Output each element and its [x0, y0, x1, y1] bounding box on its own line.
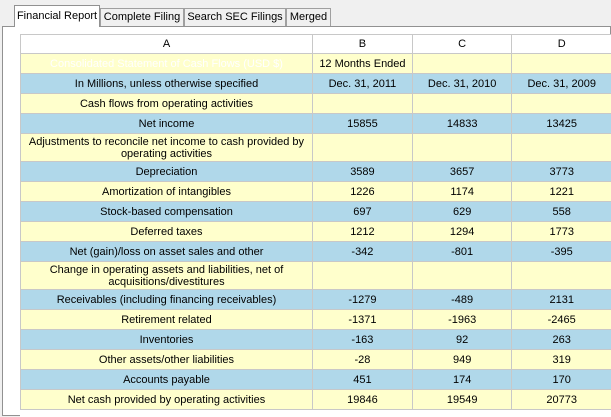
row-label-cell[interactable]: Net cash provided by operating activitie…: [21, 390, 313, 410]
value-cell[interactable]: 12 Months Ended: [312, 54, 412, 74]
value-cell[interactable]: -489: [412, 290, 512, 310]
value-cell[interactable]: 949: [412, 350, 512, 370]
value-cell[interactable]: 2131: [512, 290, 611, 310]
value-cell[interactable]: 319: [512, 350, 611, 370]
value-cell[interactable]: 19846: [312, 390, 412, 410]
value-cell[interactable]: -2465: [512, 310, 611, 330]
value-cell[interactable]: [412, 94, 512, 114]
row-label-cell[interactable]: Change in operating assets and liabiliti…: [21, 262, 313, 290]
row-label-cell[interactable]: Deferred taxes: [21, 222, 313, 242]
column-header-a[interactable]: A: [21, 35, 313, 54]
value-cell[interactable]: 1221: [512, 182, 611, 202]
value-cell[interactable]: 14833: [412, 114, 512, 134]
value-cell[interactable]: 1773: [512, 222, 611, 242]
value-cell[interactable]: [412, 134, 512, 162]
value-cell[interactable]: 263: [512, 330, 611, 350]
row-label-cell[interactable]: Consolidated Statement of Cash Flows (US…: [21, 54, 313, 74]
value-cell[interactable]: -342: [312, 242, 412, 262]
change-operating-row: Change in operating assets and liabiliti…: [21, 262, 611, 290]
value-cell[interactable]: -395: [512, 242, 611, 262]
value-cell[interactable]: 13425: [512, 114, 611, 134]
value-cell[interactable]: [512, 94, 611, 114]
retirement-row: Retirement related-1371-1963-2465: [21, 310, 611, 330]
value-cell[interactable]: 1174: [412, 182, 512, 202]
row-label-cell[interactable]: Net (gain)/loss on asset sales and other: [21, 242, 313, 262]
value-cell[interactable]: -1371: [312, 310, 412, 330]
row-label-cell[interactable]: Amortization of intangibles: [21, 182, 313, 202]
value-cell[interactable]: -801: [412, 242, 512, 262]
value-cell[interactable]: 92: [412, 330, 512, 350]
statement-title-row: Consolidated Statement of Cash Flows (US…: [21, 54, 611, 74]
value-cell[interactable]: [512, 262, 611, 290]
value-cell[interactable]: 451: [312, 370, 412, 390]
value-cell[interactable]: [412, 262, 512, 290]
value-cell[interactable]: 3657: [412, 162, 512, 182]
value-cell[interactable]: Dec. 31, 2009: [512, 74, 611, 94]
value-cell[interactable]: 558: [512, 202, 611, 222]
value-cell[interactable]: 629: [412, 202, 512, 222]
column-header-c[interactable]: C: [412, 35, 512, 54]
row-label-cell[interactable]: Depreciation: [21, 162, 313, 182]
row-label-cell[interactable]: Adjustments to reconcile net income to c…: [21, 134, 313, 162]
value-cell[interactable]: [312, 94, 412, 114]
row-label-cell[interactable]: Cash flows from operating activities: [21, 94, 313, 114]
value-cell[interactable]: 1226: [312, 182, 412, 202]
column-header-d[interactable]: D: [512, 35, 611, 54]
value-cell[interactable]: 697: [312, 202, 412, 222]
row-label-cell[interactable]: In Millions, unless otherwise specified: [21, 74, 313, 94]
row-label-cell[interactable]: Inventories: [21, 330, 313, 350]
value-cell[interactable]: 170: [512, 370, 611, 390]
row-label-cell[interactable]: Net income: [21, 114, 313, 134]
section-operating-row: Cash flows from operating activities: [21, 94, 611, 114]
tab-financial-report[interactable]: Financial Report: [14, 5, 100, 27]
value-cell[interactable]: -1963: [412, 310, 512, 330]
value-cell[interactable]: [412, 54, 512, 74]
value-cell[interactable]: -1279: [312, 290, 412, 310]
value-cell[interactable]: 3773: [512, 162, 611, 182]
value-cell[interactable]: Dec. 31, 2011: [312, 74, 412, 94]
net-gain-loss-row: Net (gain)/loss on asset sales and other…: [21, 242, 611, 262]
value-cell[interactable]: 3589: [312, 162, 412, 182]
tab-merged[interactable]: Merged: [286, 8, 331, 26]
value-cell[interactable]: 19549: [412, 390, 512, 410]
tab-strip: Financial Report Complete Filing Search …: [0, 0, 611, 26]
tab-search-sec-filings[interactable]: Search SEC Filings: [184, 8, 286, 26]
value-cell[interactable]: -28: [312, 350, 412, 370]
value-cell[interactable]: [312, 134, 412, 162]
value-cell[interactable]: 1212: [312, 222, 412, 242]
row-label-cell[interactable]: Stock-based compensation: [21, 202, 313, 222]
value-cell[interactable]: Dec. 31, 2010: [412, 74, 512, 94]
value-cell[interactable]: [512, 54, 611, 74]
value-cell[interactable]: 20773: [512, 390, 611, 410]
value-cell[interactable]: 174: [412, 370, 512, 390]
value-cell[interactable]: 1294: [412, 222, 512, 242]
row-label-cell[interactable]: Other assets/other liabilities: [21, 350, 313, 370]
row-label-cell[interactable]: Retirement related: [21, 310, 313, 330]
adjustments-row: Adjustments to reconcile net income to c…: [21, 134, 611, 162]
tab-complete-filing[interactable]: Complete Filing: [100, 8, 184, 26]
row-label-cell[interactable]: Accounts payable: [21, 370, 313, 390]
value-cell[interactable]: [312, 262, 412, 290]
row-label-cell[interactable]: Receivables (including financing receiva…: [21, 290, 313, 310]
column-header-b[interactable]: B: [312, 35, 412, 54]
value-cell[interactable]: -163: [312, 330, 412, 350]
receivables-row: Receivables (including financing receiva…: [21, 290, 611, 310]
value-cell[interactable]: 15855: [312, 114, 412, 134]
net-cash-operating-row: Net cash provided by operating activitie…: [21, 390, 611, 410]
value-cell[interactable]: [512, 134, 611, 162]
